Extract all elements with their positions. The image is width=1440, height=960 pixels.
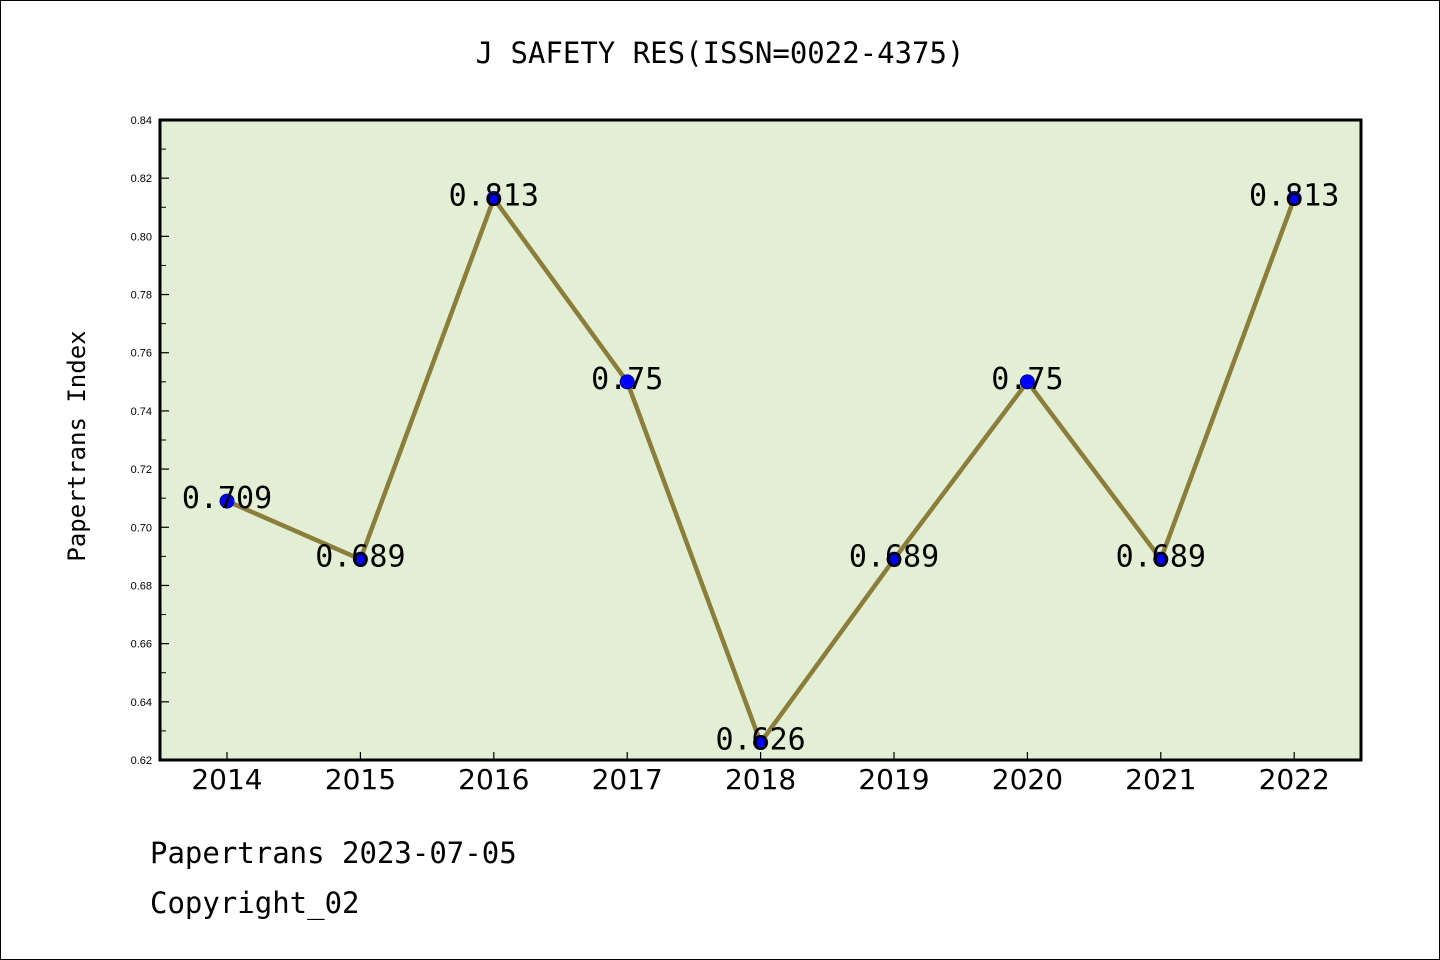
data-label: 0.75 <box>991 362 1063 397</box>
y-tick-label: 0.74 <box>131 406 152 418</box>
data-point <box>619 374 635 390</box>
footer-date: Papertrans 2023-07-05 <box>150 836 517 870</box>
y-tick-label: 0.82 <box>131 173 152 185</box>
y-tick-label: 0.80 <box>131 231 152 243</box>
footer-copyright: Copyright_02 <box>150 886 360 920</box>
data-label: 0.75 <box>591 362 663 397</box>
data-label: 0.689 <box>315 539 405 574</box>
data-label: 0.813 <box>1249 179 1339 214</box>
data-point <box>1153 551 1169 567</box>
data-point <box>1019 374 1035 390</box>
x-tick-label: 2022 <box>1259 763 1330 796</box>
x-tick-label: 2020 <box>992 763 1063 796</box>
data-label: 0.813 <box>449 179 539 214</box>
chart-title: J SAFETY RES(ISSN=0022-4375) <box>475 36 965 70</box>
y-tick-label: 0.84 <box>131 115 152 127</box>
plot-area <box>158 118 1363 762</box>
data-point <box>352 551 368 567</box>
y-tick-label: 0.70 <box>131 522 152 534</box>
data-point <box>886 551 902 567</box>
x-tick-label: 2021 <box>1125 763 1196 796</box>
x-tick-label: 2017 <box>592 763 663 796</box>
y-tick-label: 0.72 <box>131 464 152 476</box>
x-tick-label: 2018 <box>725 763 796 796</box>
x-tick-label: 2019 <box>858 763 929 796</box>
y-tick-label: 0.66 <box>131 639 152 651</box>
y-tick-label: 0.78 <box>131 290 152 302</box>
data-point <box>1286 191 1302 207</box>
data-point <box>219 493 235 509</box>
x-tick-label: 2015 <box>325 763 396 796</box>
y-axis: 0.62 0.64 0.66 0.68 0.70 0.72 0.74 0.76 0.78 0.80… <box>131 115 169 767</box>
y-tick-label: 0.62 <box>131 755 152 767</box>
data-label: 0.689 <box>849 539 939 574</box>
x-axis: 2014 2015 2016 2017 2018 2019 2020 2021 2022 <box>191 752 1330 796</box>
data-label: 0.689 <box>1116 539 1206 574</box>
x-tick-label: 2016 <box>458 763 529 796</box>
data-points <box>219 191 1302 751</box>
data-label: 0.626 <box>715 723 805 758</box>
y-tick-label: 0.64 <box>131 697 152 709</box>
y-tick-label: 0.68 <box>131 580 152 592</box>
data-label: 0.709 <box>182 481 272 516</box>
y-tick-label: 0.76 <box>131 348 152 360</box>
data-labels: 0.709 0.689 0.813 0.75 0.626 0.689 0.75 0.689 0.… <box>182 179 1340 758</box>
data-point <box>753 735 769 751</box>
x-tick-label: 2014 <box>191 763 262 796</box>
data-point <box>486 191 502 207</box>
